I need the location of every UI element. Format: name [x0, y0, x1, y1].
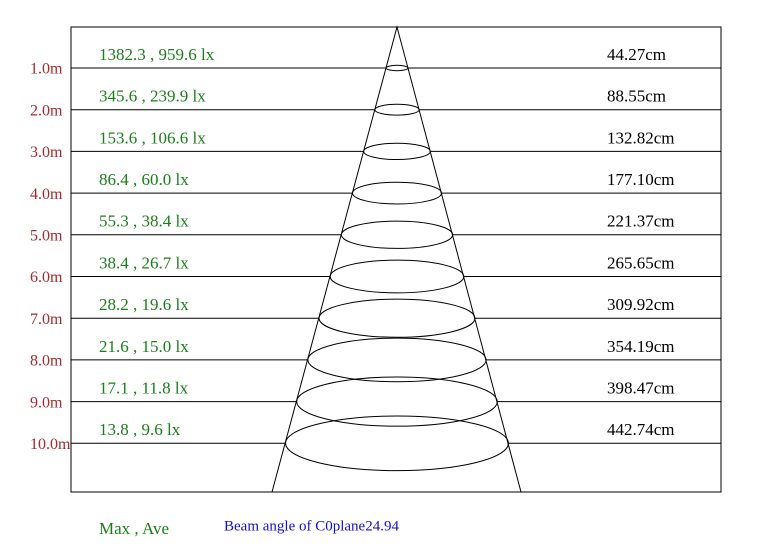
diameter-label: 265.65cm	[607, 253, 675, 272]
illuminance-label: 21.6 , 15.0 lx	[99, 337, 189, 356]
beam-ellipse	[296, 376, 498, 427]
ellipses	[285, 64, 509, 472]
distance-label: 10.0m	[30, 436, 71, 453]
distance-label: 7.0m	[30, 311, 63, 328]
diameter-label: 177.10cm	[607, 170, 675, 189]
distance-label: 2.0m	[30, 102, 63, 119]
distance-label: 3.0m	[30, 144, 63, 161]
diameter-label: 309.92cm	[607, 295, 675, 314]
diameter-label: 132.82cm	[607, 128, 675, 147]
beam-ellipse	[352, 181, 442, 205]
diameter-label: 44.27cm	[607, 45, 666, 64]
beam-ellipse	[329, 259, 465, 294]
distance-label: 8.0m	[30, 353, 63, 370]
beam-ellipse	[374, 103, 420, 116]
beam-angle-text: Beam angle of C0plane24.94	[224, 518, 399, 534]
illuminance-label: 28.2 , 19.6 lx	[99, 295, 189, 314]
beam-ellipse	[307, 337, 487, 383]
diameter-label: 354.19cm	[607, 337, 675, 356]
distance-label: 6.0m	[30, 269, 63, 286]
beam-ellipse	[285, 415, 509, 472]
distance-label: 1.0m	[30, 61, 63, 78]
illuminance-label: 345.6 , 239.9 lx	[99, 87, 206, 106]
illuminance-label: 13.8 , 9.6 lx	[99, 420, 181, 439]
beam-ellipse	[318, 298, 476, 338]
illuminance-label: 153.6 , 106.6 lx	[99, 128, 206, 147]
illuminance-label: 38.4 , 26.7 lx	[99, 253, 189, 272]
beam-ellipse	[340, 220, 454, 249]
illuminance-label: 17.1 , 11.8 lx	[99, 379, 189, 398]
distance-label: 5.0m	[30, 227, 63, 244]
diameter-label: 442.74cm	[607, 420, 675, 439]
illuminance-label: 1382.3 , 959.6 lx	[99, 45, 215, 64]
legend-text: Max , Ave	[99, 519, 169, 538]
diameter-label: 221.37cm	[607, 212, 675, 231]
illuminance-label: 86.4 , 60.0 lx	[99, 170, 189, 189]
beam-ellipse	[363, 142, 431, 161]
distance-label: 9.0m	[30, 394, 63, 411]
beam-ellipse	[385, 64, 409, 72]
diameter-label: 398.47cm	[607, 379, 675, 398]
diameter-label: 88.55cm	[607, 87, 666, 106]
distance-label: 4.0m	[30, 186, 63, 203]
illuminance-label: 55.3 , 38.4 lx	[99, 212, 189, 231]
